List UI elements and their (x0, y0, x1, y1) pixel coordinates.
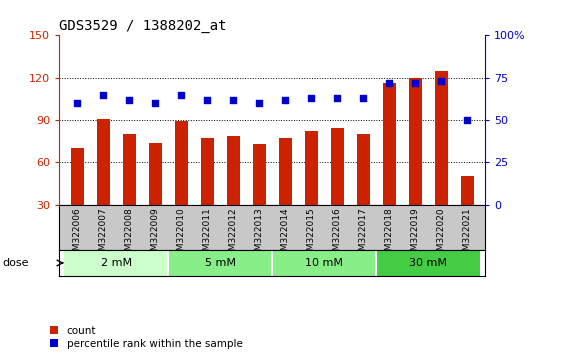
Text: GSM322021: GSM322021 (463, 207, 472, 262)
Point (307, 95, 316, 101)
Text: GDS3529 / 1388202_at: GDS3529 / 1388202_at (59, 19, 227, 33)
Text: GSM322020: GSM322020 (436, 207, 445, 262)
Bar (96, 119, 109, 247)
Point (358, 95, 367, 101)
Point (385, 80, 394, 86)
Bar (272, 250, 376, 276)
Point (150, 100, 159, 106)
Text: GSM322014: GSM322014 (280, 207, 289, 262)
Text: 2 mM: 2 mM (100, 258, 132, 268)
Bar (376, 250, 480, 276)
Bar (227, 136, 240, 247)
Text: GSM322012: GSM322012 (228, 207, 238, 262)
Bar (279, 138, 292, 247)
Bar (71, 148, 84, 247)
Bar (174, 121, 187, 247)
Text: dose: dose (3, 258, 29, 268)
Bar (201, 138, 214, 247)
Bar (305, 131, 318, 247)
Text: GSM322015: GSM322015 (306, 207, 316, 262)
Bar (252, 144, 265, 247)
Point (436, 78, 445, 84)
Point (203, 97, 211, 103)
Point (228, 97, 237, 103)
Text: GSM322018: GSM322018 (385, 207, 394, 262)
Point (333, 95, 342, 101)
Point (255, 100, 264, 106)
Point (99, 92, 108, 97)
Text: GSM322016: GSM322016 (333, 207, 342, 262)
Point (463, 117, 472, 123)
Point (411, 80, 420, 86)
Text: GSM322019: GSM322019 (411, 207, 420, 262)
Text: GSM322013: GSM322013 (255, 207, 264, 262)
Point (125, 97, 134, 103)
Bar (64, 250, 168, 276)
Text: GSM322009: GSM322009 (150, 207, 159, 262)
Point (177, 92, 186, 97)
Bar (123, 134, 136, 247)
Text: GSM322007: GSM322007 (99, 207, 108, 262)
Text: GSM322011: GSM322011 (203, 207, 211, 262)
Point (72, 100, 81, 106)
Text: GSM322010: GSM322010 (177, 207, 186, 262)
Bar (149, 143, 162, 247)
Legend: count, percentile rank within the sample: count, percentile rank within the sample (50, 326, 242, 349)
Bar (435, 71, 448, 247)
Text: 5 mM: 5 mM (205, 258, 236, 268)
Text: 10 mM: 10 mM (305, 258, 343, 268)
Point (280, 97, 289, 103)
Bar (330, 129, 343, 247)
Text: GSM322006: GSM322006 (72, 207, 81, 262)
Bar (383, 83, 396, 247)
Text: GSM322017: GSM322017 (358, 207, 367, 262)
Bar (168, 250, 272, 276)
Bar (357, 134, 370, 247)
Bar (408, 78, 421, 247)
Text: 30 mM: 30 mM (409, 258, 447, 268)
Bar (461, 176, 473, 247)
Text: GSM322008: GSM322008 (125, 207, 134, 262)
